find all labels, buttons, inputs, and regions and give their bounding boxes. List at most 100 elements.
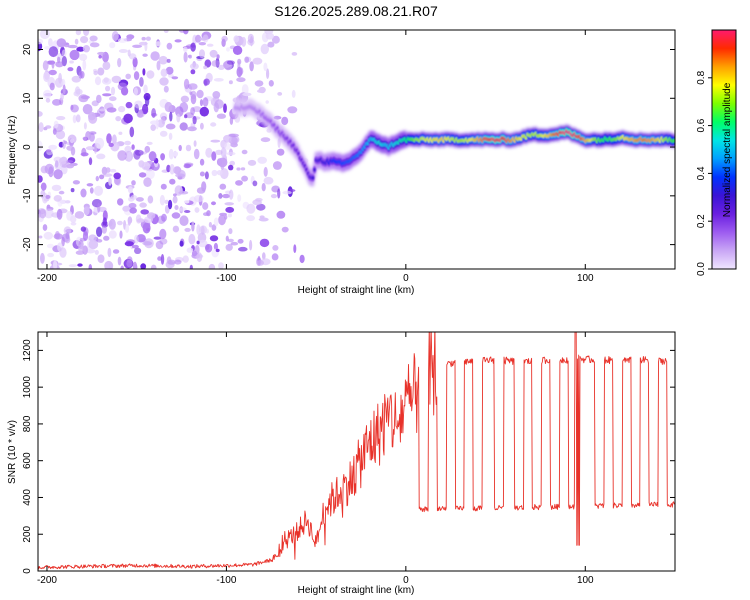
noise-blob [246, 215, 256, 222]
noise-blob [226, 151, 236, 156]
noise-blob [68, 264, 77, 268]
noise-blob [74, 38, 79, 45]
noise-blob [96, 226, 103, 237]
noise-blob [53, 195, 62, 202]
noise-blob [133, 87, 138, 96]
noise-blob [112, 134, 117, 145]
noise-blob [224, 142, 231, 150]
noise-blob [43, 208, 54, 219]
noise-blob [237, 194, 242, 202]
noise-blob [145, 36, 151, 41]
ridge-core [233, 102, 675, 182]
noise-blob [211, 201, 216, 206]
noise-blob [199, 99, 204, 107]
noise-blob [88, 112, 96, 121]
noise-blob [191, 250, 198, 257]
noise-blob [70, 104, 79, 113]
noise-blob [208, 263, 216, 269]
noise-blob [57, 56, 61, 64]
noise-blob [129, 207, 137, 214]
noise-blob [83, 122, 87, 130]
noise-blob [88, 157, 93, 166]
noise-blob [108, 142, 114, 147]
noise-blob [127, 186, 133, 194]
noise-blob [59, 247, 67, 258]
noise-blob [260, 43, 269, 55]
noise-blob [256, 260, 264, 266]
y-tick-label: -10 [22, 188, 33, 203]
noise-blob [140, 209, 149, 215]
y-tick-label: 10 [22, 92, 33, 104]
colorbar-tick-label: 0.2 [696, 214, 707, 228]
noise-blob [229, 160, 235, 166]
noise-blob [183, 200, 190, 204]
noise-blob [242, 92, 252, 97]
y-tick-label: 800 [22, 415, 33, 432]
noise-blob [131, 180, 136, 186]
noise-blob [159, 228, 167, 240]
noise-blob [205, 243, 213, 253]
colorbar-gradient [712, 30, 736, 269]
noise-blob [88, 264, 93, 269]
spectrogram-frame [37, 29, 676, 270]
noise-blob [56, 116, 66, 121]
x-tick-label: -200 [37, 575, 57, 586]
noise-blob [61, 236, 65, 247]
noise-blob [184, 114, 188, 119]
noise-blob [82, 231, 89, 241]
noise-blob [188, 83, 198, 90]
noise-blob [104, 260, 114, 269]
noise-blob [96, 94, 102, 104]
noise-blob [156, 60, 161, 71]
noise-blob [134, 247, 142, 254]
noise-blob [70, 138, 75, 144]
noise-blob [262, 252, 266, 260]
noise-blob [206, 210, 211, 217]
noise-blob [117, 256, 122, 266]
y-tick-label: 0 [22, 144, 33, 150]
noise-blob [53, 260, 58, 269]
noise-blob [38, 208, 46, 215]
noise-blob [160, 254, 165, 265]
noise-blob [225, 206, 235, 213]
noise-blob [263, 176, 274, 185]
noise-blob [118, 105, 126, 113]
noise-blob [142, 241, 153, 246]
noise-blob [129, 126, 135, 138]
noise-blob [123, 113, 133, 124]
noise-blob [237, 58, 242, 65]
noise-blob [190, 94, 197, 105]
noise-blob [199, 49, 205, 59]
noise-blob [281, 226, 289, 233]
noise-blob [110, 86, 116, 96]
noise-blob [45, 97, 51, 103]
noise-blob [97, 202, 101, 213]
noise-blob [151, 108, 157, 118]
noise-blob [276, 210, 286, 219]
noise-blob [221, 38, 226, 48]
ridge-peak-cell [313, 167, 316, 172]
noise-blob [179, 215, 189, 226]
noise-blob [54, 231, 60, 240]
noise-blob [102, 61, 111, 70]
noise-blob [215, 248, 220, 253]
noise-blob [144, 41, 148, 52]
noise-blob [72, 180, 80, 185]
noise-blob [140, 263, 147, 269]
noise-blob [216, 54, 220, 60]
noise-blob [158, 55, 168, 65]
noise-blob [94, 249, 99, 255]
noise-blob [200, 122, 204, 130]
noise-blob [147, 212, 156, 220]
noise-blob [195, 34, 202, 43]
noise-blob [128, 53, 137, 60]
noise-blob [89, 42, 100, 48]
noise-blob [206, 43, 214, 47]
noise-blob [72, 114, 77, 124]
noise-blob [225, 243, 233, 251]
noise-blob [202, 97, 209, 107]
noise-blob [44, 46, 51, 50]
noise-blob [268, 80, 274, 87]
x-tick-label: 100 [577, 273, 594, 284]
